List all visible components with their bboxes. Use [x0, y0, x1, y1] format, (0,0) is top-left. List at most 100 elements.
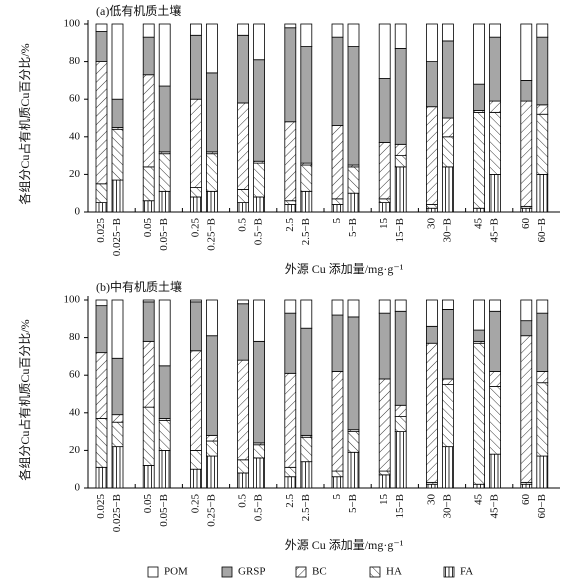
bar-segment	[300, 461, 313, 489]
bar-segment	[347, 192, 360, 213]
y-tick-label: 0	[75, 482, 81, 494]
bar-segment	[284, 299, 297, 314]
bar-segment	[237, 23, 250, 36]
bar-segment	[284, 312, 297, 374]
bar-segment	[347, 166, 360, 194]
bar-segment	[331, 476, 344, 489]
bar-segment	[111, 357, 124, 416]
bar-segment	[205, 72, 218, 153]
bar-segment	[378, 198, 391, 203]
bar-segment	[378, 312, 391, 380]
bar-segment	[473, 299, 486, 331]
bar-segment	[284, 476, 297, 489]
bar-segment	[237, 102, 250, 190]
bar-segment	[536, 113, 549, 175]
bar-segment	[300, 23, 313, 47]
x-tick-label: 5	[331, 494, 343, 500]
bar-segment	[394, 310, 407, 406]
bar-segment	[520, 335, 533, 483]
bar-segment	[425, 204, 438, 209]
x-tick-label: 0.05−B	[158, 218, 170, 251]
x-axis-title: 外源 Cu 添加量/mg·g⁻¹	[285, 538, 404, 552]
bar-segment	[189, 350, 202, 451]
bar-segment	[378, 474, 391, 489]
bar-segment	[189, 301, 202, 352]
bar-segment	[158, 299, 171, 367]
x-tick-label: 0.05	[142, 494, 154, 514]
bar-segment	[158, 365, 171, 419]
x-tick-label: 30−B	[441, 494, 453, 519]
bar-segment	[189, 23, 202, 36]
x-tick-label: 30−B	[441, 218, 453, 243]
x-tick-label: 15−B	[394, 494, 406, 519]
bar-segment	[253, 444, 266, 459]
x-tick-label: 30	[425, 218, 437, 230]
bar-segment	[473, 207, 486, 213]
legend-label: FA	[460, 566, 473, 578]
x-tick-label: 0.5−B	[253, 494, 265, 521]
bar-segment	[536, 455, 549, 489]
bar-segment	[331, 198, 344, 205]
x-tick-label: 5−B	[347, 218, 359, 237]
bar-segment	[394, 23, 407, 49]
bar-segment	[95, 299, 108, 307]
bar-segment	[347, 451, 360, 489]
x-tick-label: 0.5	[237, 494, 249, 508]
bar-segment	[441, 384, 454, 448]
bar-segment	[394, 404, 407, 417]
bar-segment	[331, 36, 344, 126]
bar-segment	[331, 125, 344, 200]
bar-segment	[205, 153, 218, 192]
bar-segment	[425, 342, 438, 483]
bar-segment	[189, 196, 202, 213]
bar-segment	[441, 308, 454, 380]
y-tick-label: 40	[69, 130, 81, 142]
x-tick-label: 2.5−B	[300, 218, 312, 245]
bar-segment	[394, 431, 407, 489]
bar-segment	[142, 23, 155, 38]
bar-segment	[111, 299, 124, 359]
legend-swatch	[147, 566, 159, 578]
x-tick-label: 0.025−B	[111, 218, 123, 256]
bar-segment	[425, 299, 438, 327]
bar-segment	[237, 202, 250, 213]
bar-segment	[189, 468, 202, 489]
bar-segment	[489, 173, 502, 213]
x-tick-label: 0.25−B	[205, 218, 217, 251]
bar-segment	[142, 166, 155, 202]
x-tick-label: 0.025−B	[111, 494, 123, 532]
bar-segment	[441, 299, 454, 310]
bar-segment	[347, 46, 360, 166]
bar-segment	[425, 106, 438, 205]
bar-segment	[441, 166, 454, 213]
bar-segment	[441, 23, 454, 42]
bar-segment	[520, 80, 533, 102]
bar-segment	[95, 418, 108, 468]
bar-segment	[111, 98, 124, 128]
bar-segment	[189, 449, 202, 470]
y-axis-title: 各组分Cu占有机质Cu百分比/%	[17, 319, 32, 480]
bar-segment	[331, 204, 344, 213]
bar-segment	[95, 183, 108, 204]
bar-segment	[536, 382, 549, 457]
bar-segment	[331, 299, 344, 316]
bar-segment	[284, 200, 297, 205]
bar-segment	[425, 23, 438, 62]
legend-swatch	[443, 566, 455, 578]
bar-segment	[253, 59, 266, 162]
bar-segment	[473, 483, 486, 489]
bar-segment	[425, 325, 438, 344]
bar-segment	[158, 419, 171, 451]
x-tick-label: 0.5−B	[253, 218, 265, 245]
bar-segment	[142, 74, 155, 168]
bar-segment	[284, 466, 297, 478]
bar-segment	[331, 470, 344, 478]
bar-segment	[300, 436, 313, 463]
bar-segment	[300, 299, 313, 329]
bar-segment	[394, 143, 407, 157]
bar-segment	[536, 312, 549, 372]
bar-segment	[142, 406, 155, 466]
bar-segment	[441, 40, 454, 119]
legend-label: HA	[386, 566, 402, 578]
